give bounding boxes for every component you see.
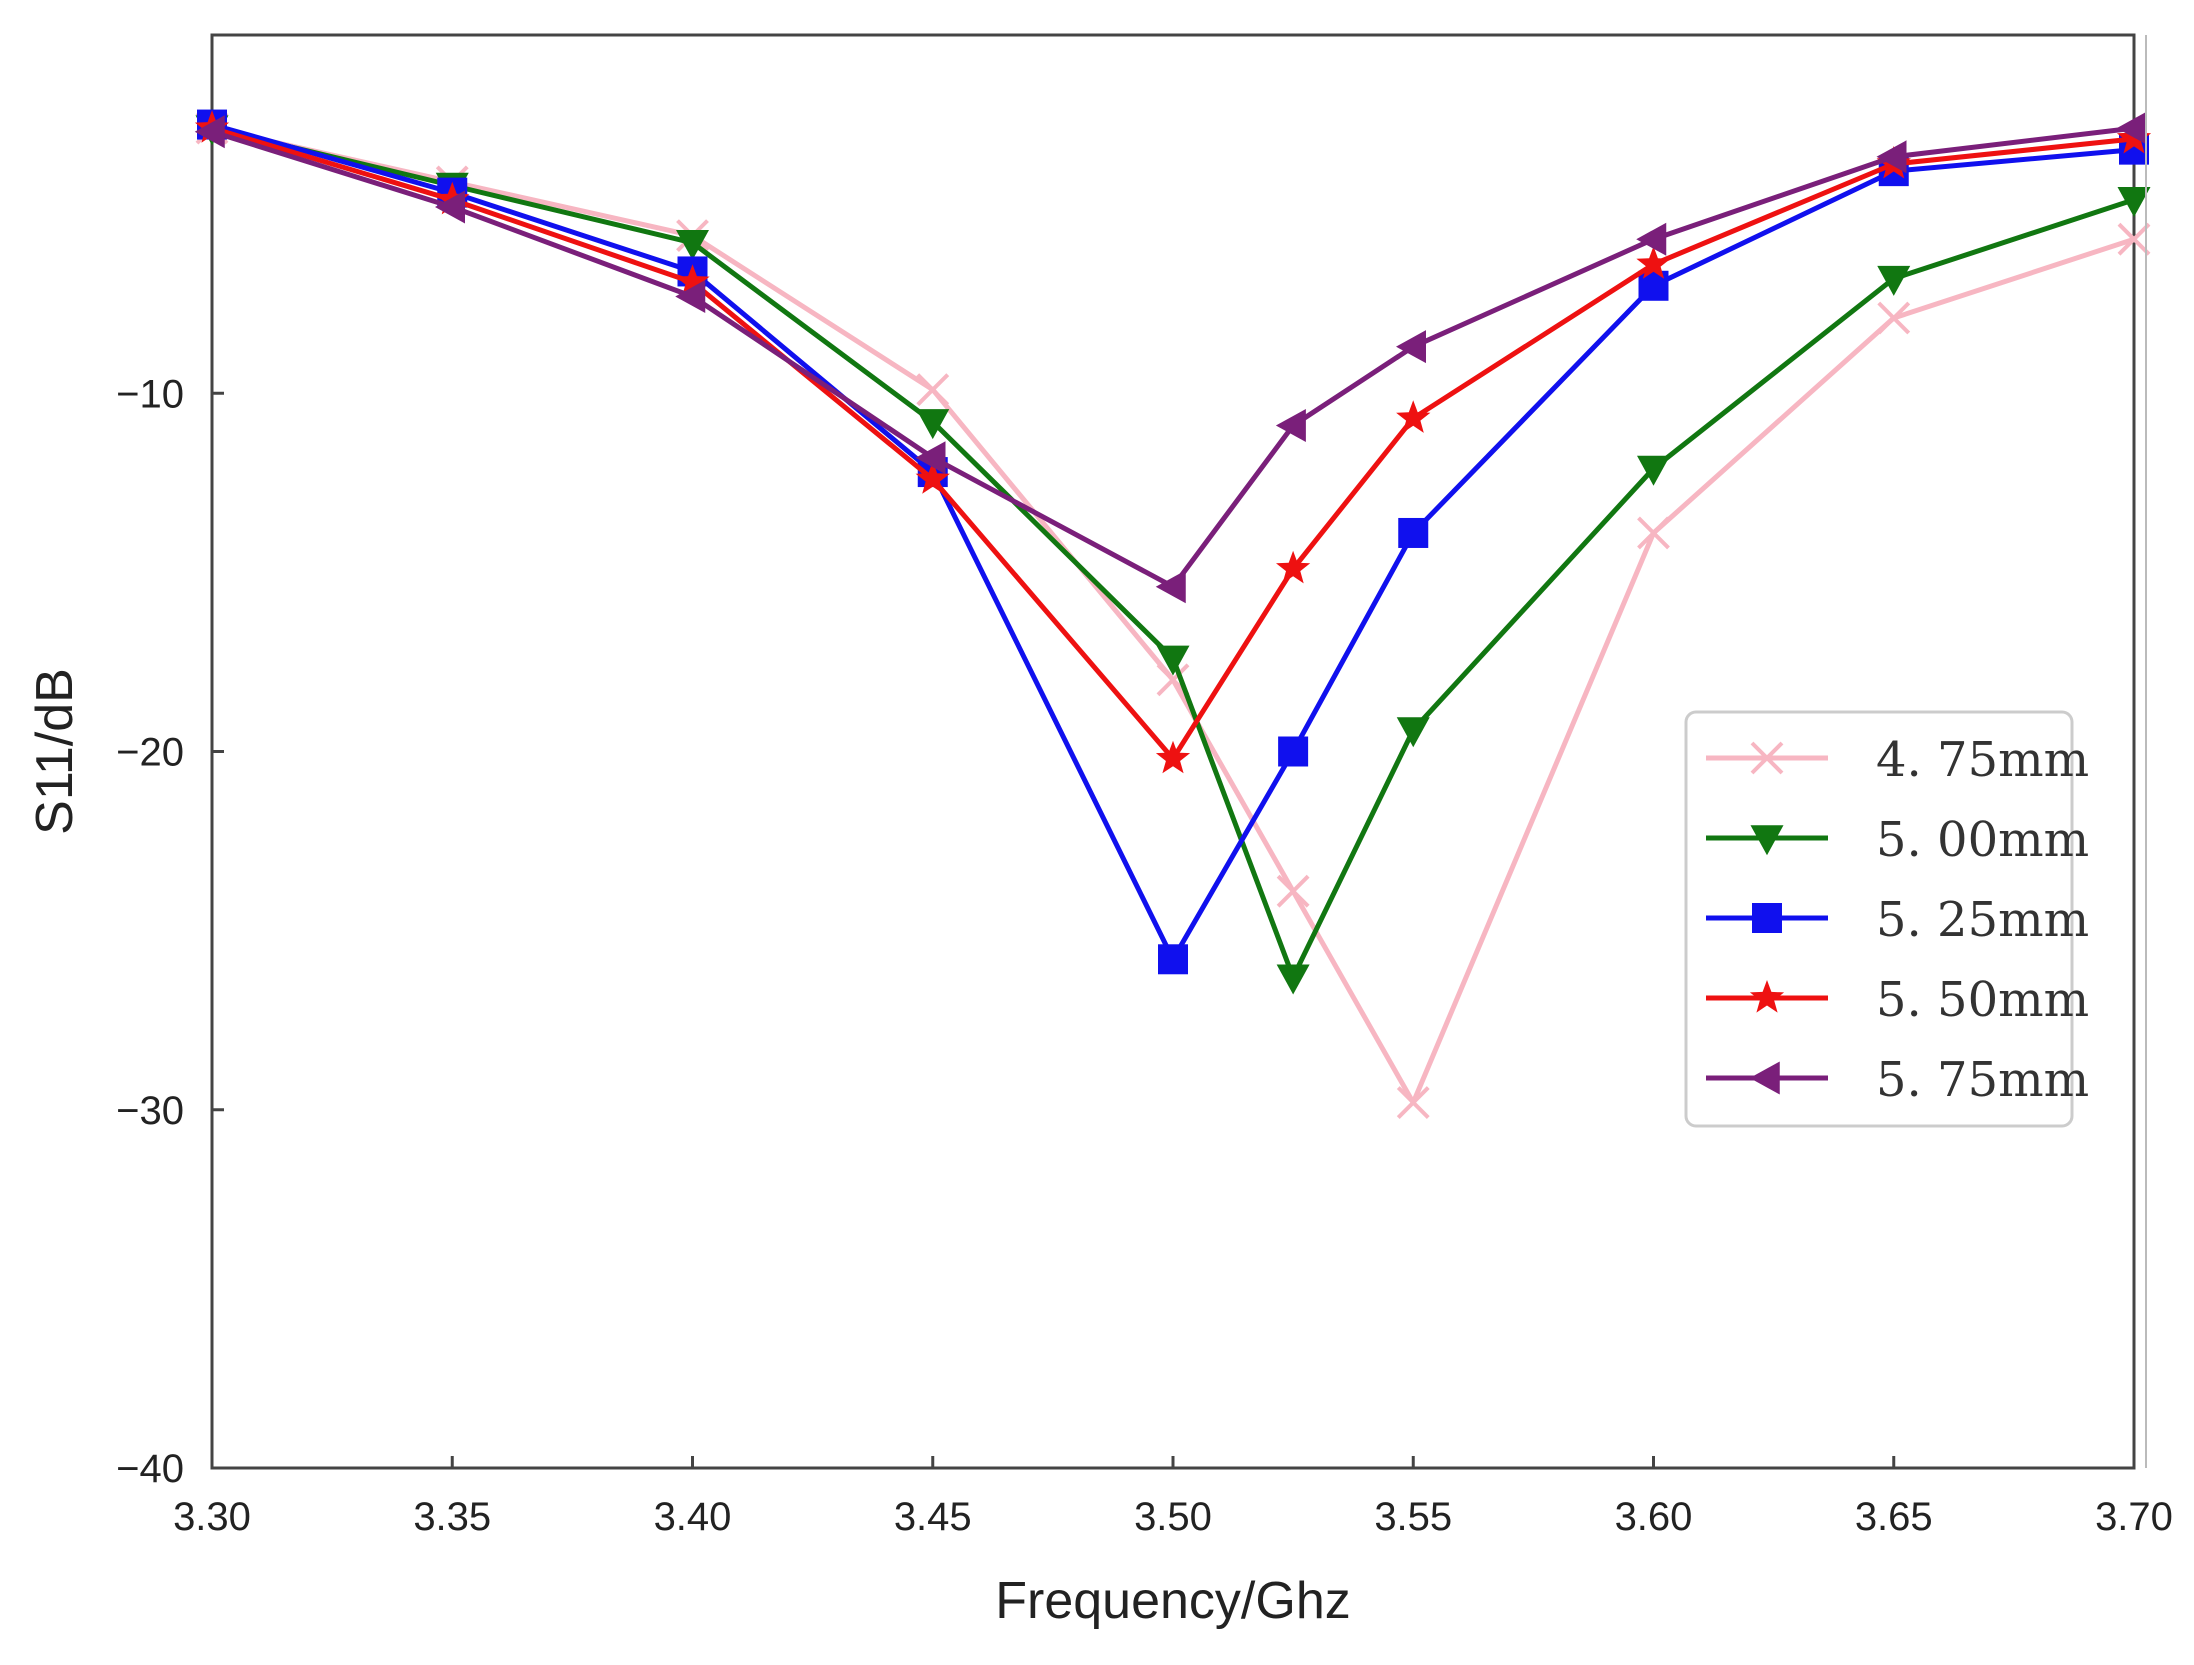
legend-marker [1750,741,1784,775]
data-point [1637,455,1670,486]
x-tick-label: 3.55 [1374,1495,1452,1539]
legend-label: 5. 00mm [1876,812,2089,868]
data-point [1155,570,1186,604]
legend-box [1684,710,2074,1128]
x-tick-label: 3.40 [654,1495,732,1539]
data-point [1877,265,1911,296]
series-2 [195,115,2151,995]
data-point [1158,944,1188,975]
legend-item: 5. 75mm [1706,1052,2089,1108]
data-point [1276,964,1310,995]
data-point [1276,874,1310,908]
data-point [2117,187,2151,218]
data-point [676,230,709,261]
data-point [1876,140,1907,174]
data-point [1636,246,1671,279]
data-point [1278,736,1309,767]
legend-label: 5. 50mm [1876,972,2089,1028]
data-point [675,264,710,297]
y-tick-label: −30 [116,1089,184,1133]
legend-label: 4. 75mm [1876,732,2089,788]
data-point [1398,517,1429,548]
data-point [1636,222,1667,256]
data-point [675,280,706,314]
data-point [435,190,465,224]
y-tick-label: −40 [116,1447,184,1491]
legend-item: 5. 25mm [1706,892,2089,948]
legend-marker [1749,1061,1780,1095]
data-point [2116,111,2147,145]
series-1 [195,111,2151,1119]
x-tick-label: 3.70 [2095,1495,2173,1539]
data-point [1155,740,1191,774]
legend-label: 5. 75mm [1876,1052,2089,1108]
x-tick-label: 3.60 [1615,1495,1693,1539]
data-point [1877,301,1911,335]
legend-marker [1749,980,1785,1013]
y-tick-label: −10 [116,372,184,416]
data-point [915,461,950,494]
data-point [1638,270,1669,301]
series-line [211,122,2135,962]
y-tick-label: −20 [116,731,184,775]
series-line [211,125,2135,590]
data-point [915,441,946,475]
legend-marker [1750,825,1784,856]
legend-marker [1752,903,1782,933]
data-point [1156,645,1190,676]
axes-layer: 3.30 3.35 3.40 3.45 3.50 3.55 3.60 3.65 3.70 −10 −… [116,372,2173,1539]
series-line [211,125,2135,1106]
data-point [1396,1086,1430,1119]
series-5 [194,111,2147,604]
legend-item: 5. 00mm [1706,812,2089,868]
data-point [1396,400,1431,433]
data-point [916,409,950,440]
x-axis-label: Frequency/Ghz [995,1572,1351,1630]
x-tick-label: 3.30 [173,1495,251,1539]
legend-label: 5. 25mm [1876,892,2089,948]
data-point [1275,408,1306,442]
series-line [211,125,2135,980]
y-axis-label: S11/dB [26,668,84,835]
data-point [194,115,225,149]
x-tick-label: 3.50 [1134,1495,1212,1539]
data-point [2117,222,2151,256]
legend-item: 5. 50mm [1706,972,2089,1028]
x-tick-label: 3.65 [1855,1495,1933,1539]
data-point [1276,550,1311,584]
series-line [211,125,2135,762]
data-point [916,373,950,407]
x-tick-label: 3.45 [894,1495,972,1539]
legend-item: 4. 75mm [1706,732,2089,788]
data-point [1396,330,1426,364]
legend: 4. 75mm 5. 00mm 5. 25mm 5. 50mm 5. 75mm [1684,710,2089,1128]
x-tick-label: 3.35 [413,1495,491,1539]
data-point [1396,717,1430,748]
series-layer [194,109,2152,1119]
data-point [1637,516,1670,550]
